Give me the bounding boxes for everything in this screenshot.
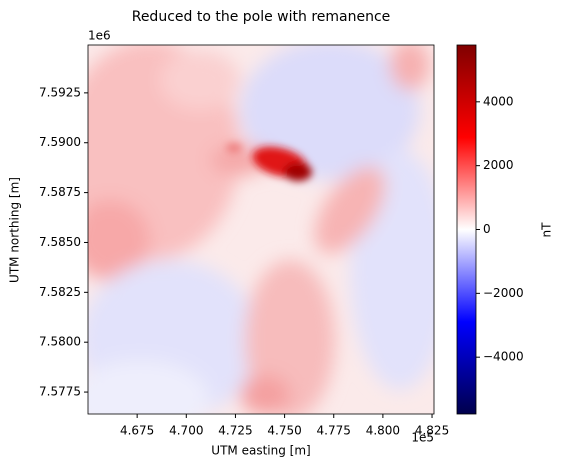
- colorbar-tick-label: 2000: [483, 158, 514, 172]
- y-axis-label: UTM northing [m]: [8, 177, 22, 283]
- colorbar-tick-label: 0: [483, 222, 491, 236]
- chart-title: Reduced to the pole with remanence: [132, 9, 391, 25]
- heatmap-field: [88, 45, 434, 414]
- x-tick-label: 4.725: [218, 424, 252, 438]
- x-tick-label: 4.675: [120, 424, 154, 438]
- x-tick-label: 4.800: [366, 424, 400, 438]
- x-tick-label: 4.775: [317, 424, 351, 438]
- x-offset-label: 1e5: [411, 431, 434, 445]
- colorbar-label: nT: [540, 222, 554, 238]
- x-tick-label: 4.700: [169, 424, 203, 438]
- y-tick-label: 7.5775: [39, 385, 81, 399]
- y-tick-label: 7.5800: [39, 335, 81, 349]
- y-offset-label: 1e6: [88, 29, 111, 43]
- plot-frame: [87, 44, 435, 415]
- colorbar-tick-label: 4000: [483, 94, 514, 108]
- y-tick-label: 7.5925: [39, 85, 81, 99]
- y-tick-label: 7.5900: [39, 135, 81, 149]
- colorbar-tick-label: −2000: [483, 286, 524, 300]
- x-axis-label: UTM easting [m]: [211, 444, 310, 458]
- colorbar-tick-label: −4000: [483, 350, 524, 364]
- y-tick-label: 7.5875: [39, 185, 81, 199]
- x-tick-label: 4.825: [415, 424, 449, 438]
- colorbar: [456, 44, 477, 415]
- x-tick-label: 4.750: [267, 424, 301, 438]
- y-tick-label: 7.5850: [39, 235, 81, 249]
- y-tick-label: 7.5825: [39, 285, 81, 299]
